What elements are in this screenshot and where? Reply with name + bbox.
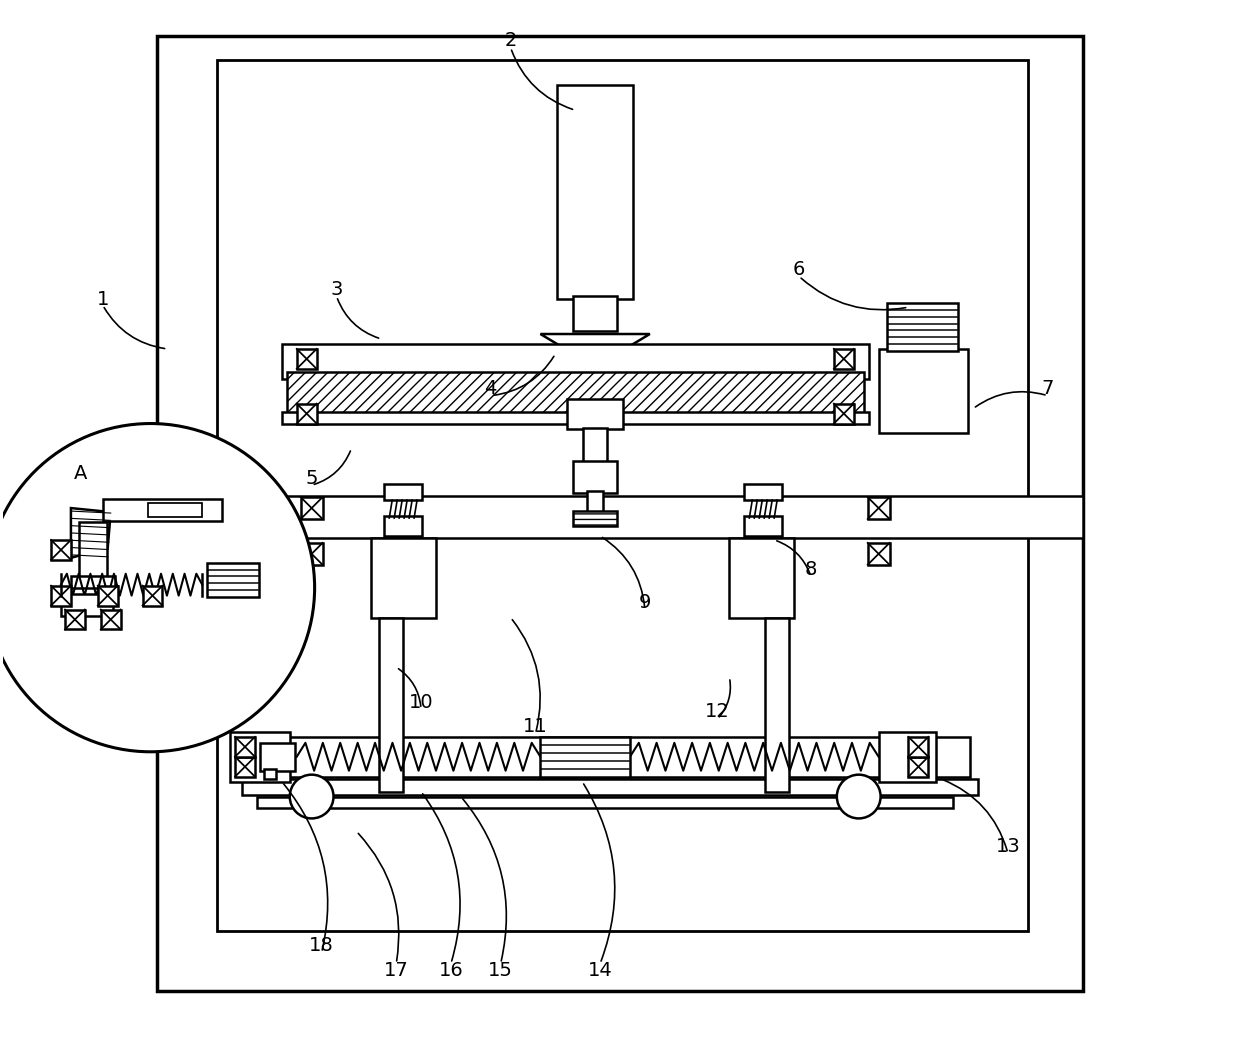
Bar [574,511,617,526]
Text: 8: 8 [805,561,818,580]
Bar [384,516,422,536]
Bar [584,428,607,463]
Text: 9: 9 [638,593,650,612]
Bar [296,349,317,369]
Bar [242,779,978,794]
Text: A: A [74,464,88,483]
Text: 1: 1 [97,289,109,309]
Polygon shape [71,508,110,558]
Bar [878,349,968,434]
Text: 15: 15 [488,961,513,980]
Bar [71,575,115,588]
Bar [372,538,436,617]
Bar [867,543,890,565]
Text: 12: 12 [705,702,730,721]
Bar [235,757,255,777]
Bar [745,484,782,500]
Bar [878,732,937,782]
Circle shape [836,774,881,818]
Bar [98,586,118,606]
Bar [64,610,84,630]
Bar [867,497,890,519]
Bar [100,610,120,630]
Text: 14: 14 [587,961,612,980]
Bar [574,461,617,494]
Bar [217,61,1028,931]
Bar [540,737,629,777]
Bar [234,737,970,777]
Bar [286,372,864,414]
Bar [296,403,317,423]
Text: 13: 13 [996,836,1020,856]
Text: 4: 4 [484,379,497,398]
Text: 3: 3 [331,280,343,299]
Text: 16: 16 [439,961,463,980]
Bar [384,484,422,500]
Bar [281,412,869,423]
Bar [908,757,928,777]
Bar [256,796,953,808]
Polygon shape [540,334,649,349]
Text: 2: 2 [504,31,517,50]
Bar [142,586,162,606]
Bar [157,496,1083,538]
Bar [260,743,295,770]
Bar [207,563,259,596]
Circle shape [290,774,333,818]
Bar [834,403,854,423]
Bar [567,398,623,429]
Bar [235,737,255,757]
Bar [79,522,107,580]
Bar [264,768,276,779]
Bar [61,593,113,615]
Bar [301,497,322,519]
Bar [157,36,1083,990]
Bar [834,349,854,369]
Text: 18: 18 [310,936,335,956]
Text: 6: 6 [793,260,805,279]
Circle shape [0,423,315,751]
Bar [766,617,789,791]
Bar [301,543,322,565]
Text: 17: 17 [384,961,409,980]
Bar [558,85,633,299]
Bar [51,586,71,606]
Text: 11: 11 [523,718,548,737]
Bar [887,303,958,351]
Text: 5: 5 [305,468,318,487]
Bar [281,344,869,378]
Bar [908,737,928,757]
Bar [147,503,202,517]
Bar [574,297,617,331]
Bar [745,516,782,536]
Bar [587,492,603,514]
Bar [730,538,794,617]
Text: 7: 7 [1042,379,1054,398]
Bar [230,732,290,782]
Bar [379,617,403,791]
Text: 10: 10 [409,693,434,712]
Bar [103,499,222,521]
Bar [51,540,71,560]
